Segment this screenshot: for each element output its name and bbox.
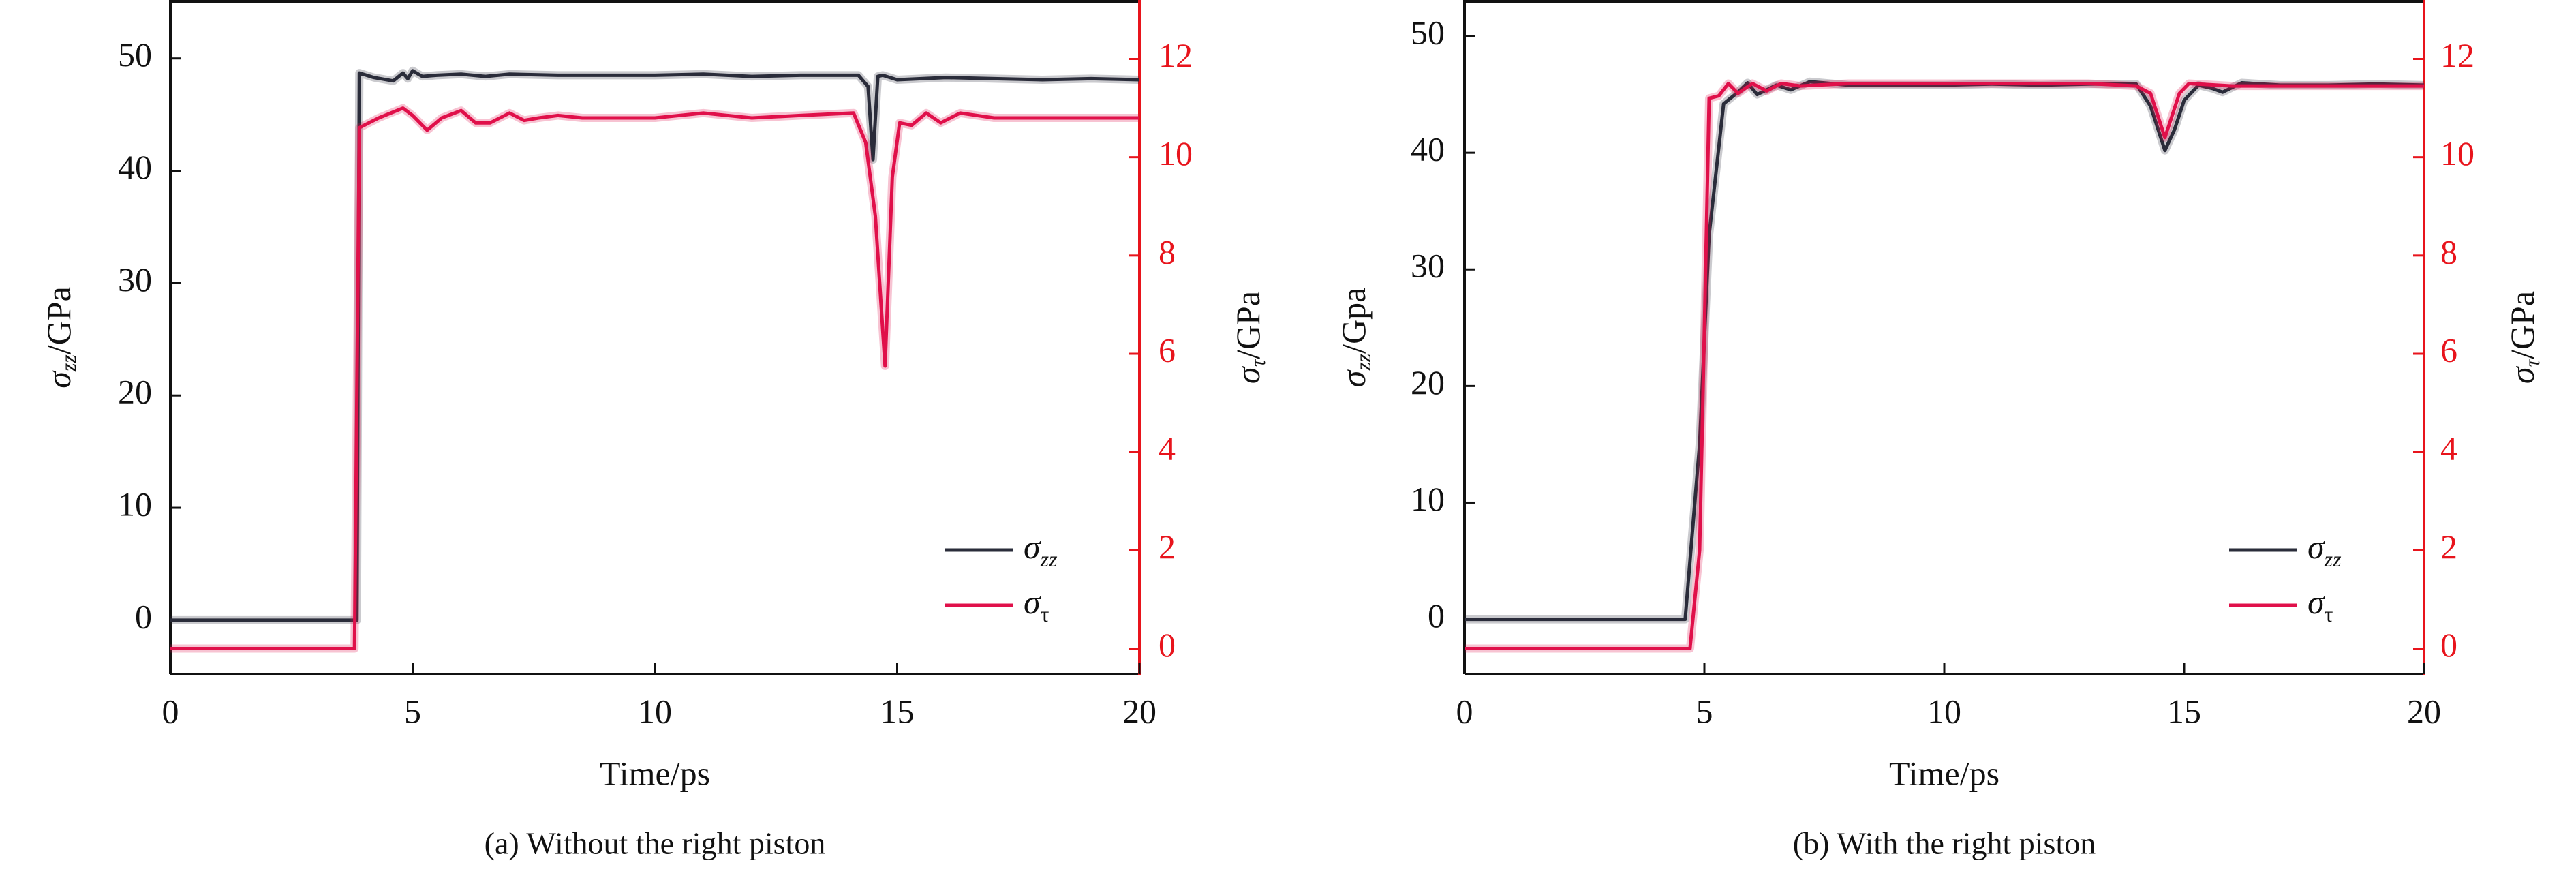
y-left-tick-label: 0 [1428, 596, 1445, 635]
x-axis-label: Time/ps [1889, 754, 1999, 792]
subscript: τ [2519, 358, 2544, 367]
y-right-tick-label: 0 [1159, 626, 1176, 664]
x-tick-label: 15 [2167, 692, 2201, 730]
y-left-tick-label: 40 [1411, 130, 1445, 168]
sigma-symbol: σ [1334, 369, 1373, 387]
y-right-tick-label: 4 [2440, 429, 2457, 468]
chart-b: 0 5 10 15 2001020304050024681012Time/psσzz/G… [1334, 0, 2544, 861]
y-right-tick-label: 6 [1159, 331, 1176, 369]
sigma-symbol: σ [40, 370, 78, 389]
y-right-axis-label: στ/GPa [2503, 291, 2544, 384]
x-axis-label: Time/ps [600, 754, 710, 792]
x-tick-label: 10 [1927, 692, 1961, 730]
legend-label-tau: στ [2307, 583, 2333, 626]
series-glow-tau [1465, 79, 2424, 653]
y-left-tick-label: 50 [1411, 14, 1445, 52]
y-right-tick-label: 2 [1159, 528, 1176, 566]
x-tick-label: 0 [162, 692, 179, 730]
y-right-tick-label: 0 [2440, 626, 2457, 664]
subscript: zz [2324, 547, 2342, 571]
y-left-tick-label: 40 [118, 148, 152, 186]
series-line-tau [1465, 82, 2424, 650]
series-line-zz [1465, 80, 2425, 622]
y-right-tick-label: 10 [2440, 134, 2474, 172]
y-left-tick-label: 10 [118, 485, 152, 523]
legend-label-zz: σzz [1024, 528, 1058, 571]
x-tick-label: 10 [638, 692, 672, 730]
y-right-axis-label: στ/GPa [1229, 291, 1270, 384]
subscript: τ [1245, 358, 1270, 367]
y-left-axis-label: σzz/GPa [40, 286, 80, 389]
legend-label-tau: στ [1024, 583, 1049, 626]
series-line-zz [170, 69, 1140, 622]
series-glow-zz [1465, 77, 2425, 624]
series-glow-zz [170, 66, 1140, 624]
x-tick-label: 5 [404, 692, 421, 730]
y-right-tick-label: 12 [1159, 36, 1193, 74]
subscript: τ [1041, 602, 1049, 626]
unit: /Gpa [1334, 288, 1373, 354]
legend-label-zz: σzz [2307, 528, 2342, 571]
x-tick-label: 20 [1122, 692, 1156, 730]
series-line-tau [170, 106, 1139, 650]
series-glow-tau [170, 104, 1139, 653]
x-tick-label: 20 [2407, 692, 2441, 730]
sigma-symbol: σ [1229, 365, 1267, 384]
y-left-tick-label: 50 [118, 35, 152, 74]
y-right-tick-label: 2 [2440, 528, 2457, 566]
y-right-tick-label: 4 [1159, 429, 1176, 468]
y-left-tick-label: 20 [118, 373, 152, 411]
unit: /GPa [2503, 291, 2541, 359]
sigma-symbol: σ [1024, 528, 1042, 566]
y-left-tick-label: 20 [1411, 363, 1445, 401]
sigma-symbol: σ [2503, 365, 2541, 384]
y-left-tick-label: 30 [1411, 247, 1445, 285]
chart-a: 0 5 10 15 2001020304050024681012Time/psσzz/G… [40, 0, 1270, 861]
y-left-tick-label: 0 [135, 597, 152, 635]
y-right-tick-label: 12 [2440, 36, 2474, 74]
subscript: zz [56, 354, 80, 372]
x-tick-label: 5 [1696, 692, 1713, 730]
sigma-symbol: σ [1024, 583, 1042, 621]
y-right-tick-label: 8 [1159, 232, 1176, 271]
y-left-tick-label: 30 [118, 260, 152, 299]
caption: (b) With the right piston [1793, 826, 2096, 861]
caption: (a) Without the right piston [485, 826, 826, 861]
y-right-tick-label: 10 [1159, 134, 1193, 172]
y-left-axis-label: σzz/Gpa [1334, 288, 1375, 388]
y-right-tick-label: 8 [2440, 232, 2457, 271]
unit: /GPa [40, 286, 78, 354]
subscript: zz [1040, 547, 1058, 571]
subscript: τ [2325, 602, 2333, 626]
x-tick-label: 15 [880, 692, 915, 730]
sigma-symbol: σ [2307, 528, 2326, 566]
x-tick-label: 0 [1456, 692, 1473, 730]
subscript: zz [1351, 353, 1375, 371]
sigma-symbol: σ [2307, 583, 2326, 621]
y-left-tick-label: 10 [1411, 480, 1445, 518]
unit: /GPa [1229, 291, 1267, 359]
y-right-tick-label: 6 [2440, 331, 2457, 369]
